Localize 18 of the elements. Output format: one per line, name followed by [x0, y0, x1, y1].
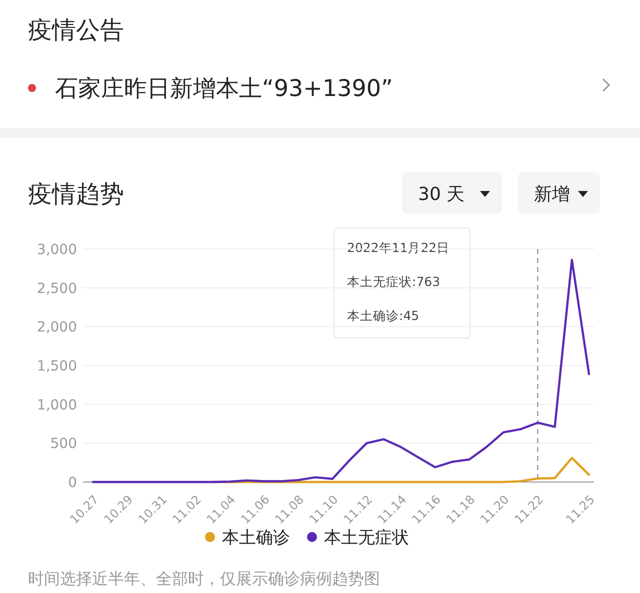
text: 石家庄昨日新增本土“93+1390”: [55, 76, 393, 102]
y-tick-label: 2,000: [36, 320, 77, 336]
y-tick-label: 1,500: [36, 358, 77, 374]
chart-title: 疫情趋势: [28, 180, 124, 208]
y-tick-label: 500: [50, 436, 77, 452]
annotation: 本土确诊:45: [347, 308, 420, 323]
text: 疫情公告: [28, 16, 124, 44]
text: 新增: [534, 184, 570, 205]
y-tick-label: 3,000: [36, 242, 77, 258]
legend-label: 本土确诊: [222, 528, 290, 548]
legend-label: 本土无症状: [324, 528, 409, 548]
y-tick-label: 1,000: [36, 397, 77, 414]
y-tick-label: 0: [68, 475, 77, 491]
text: 时间选择近半年、全部时，仅展示确诊病例趋势图: [28, 569, 380, 588]
line-series: [92, 258, 590, 484]
y-tick-label: 2,500: [36, 280, 77, 297]
text: 30 天: [418, 184, 465, 205]
annotation: 本土无症状:763: [347, 274, 440, 289]
